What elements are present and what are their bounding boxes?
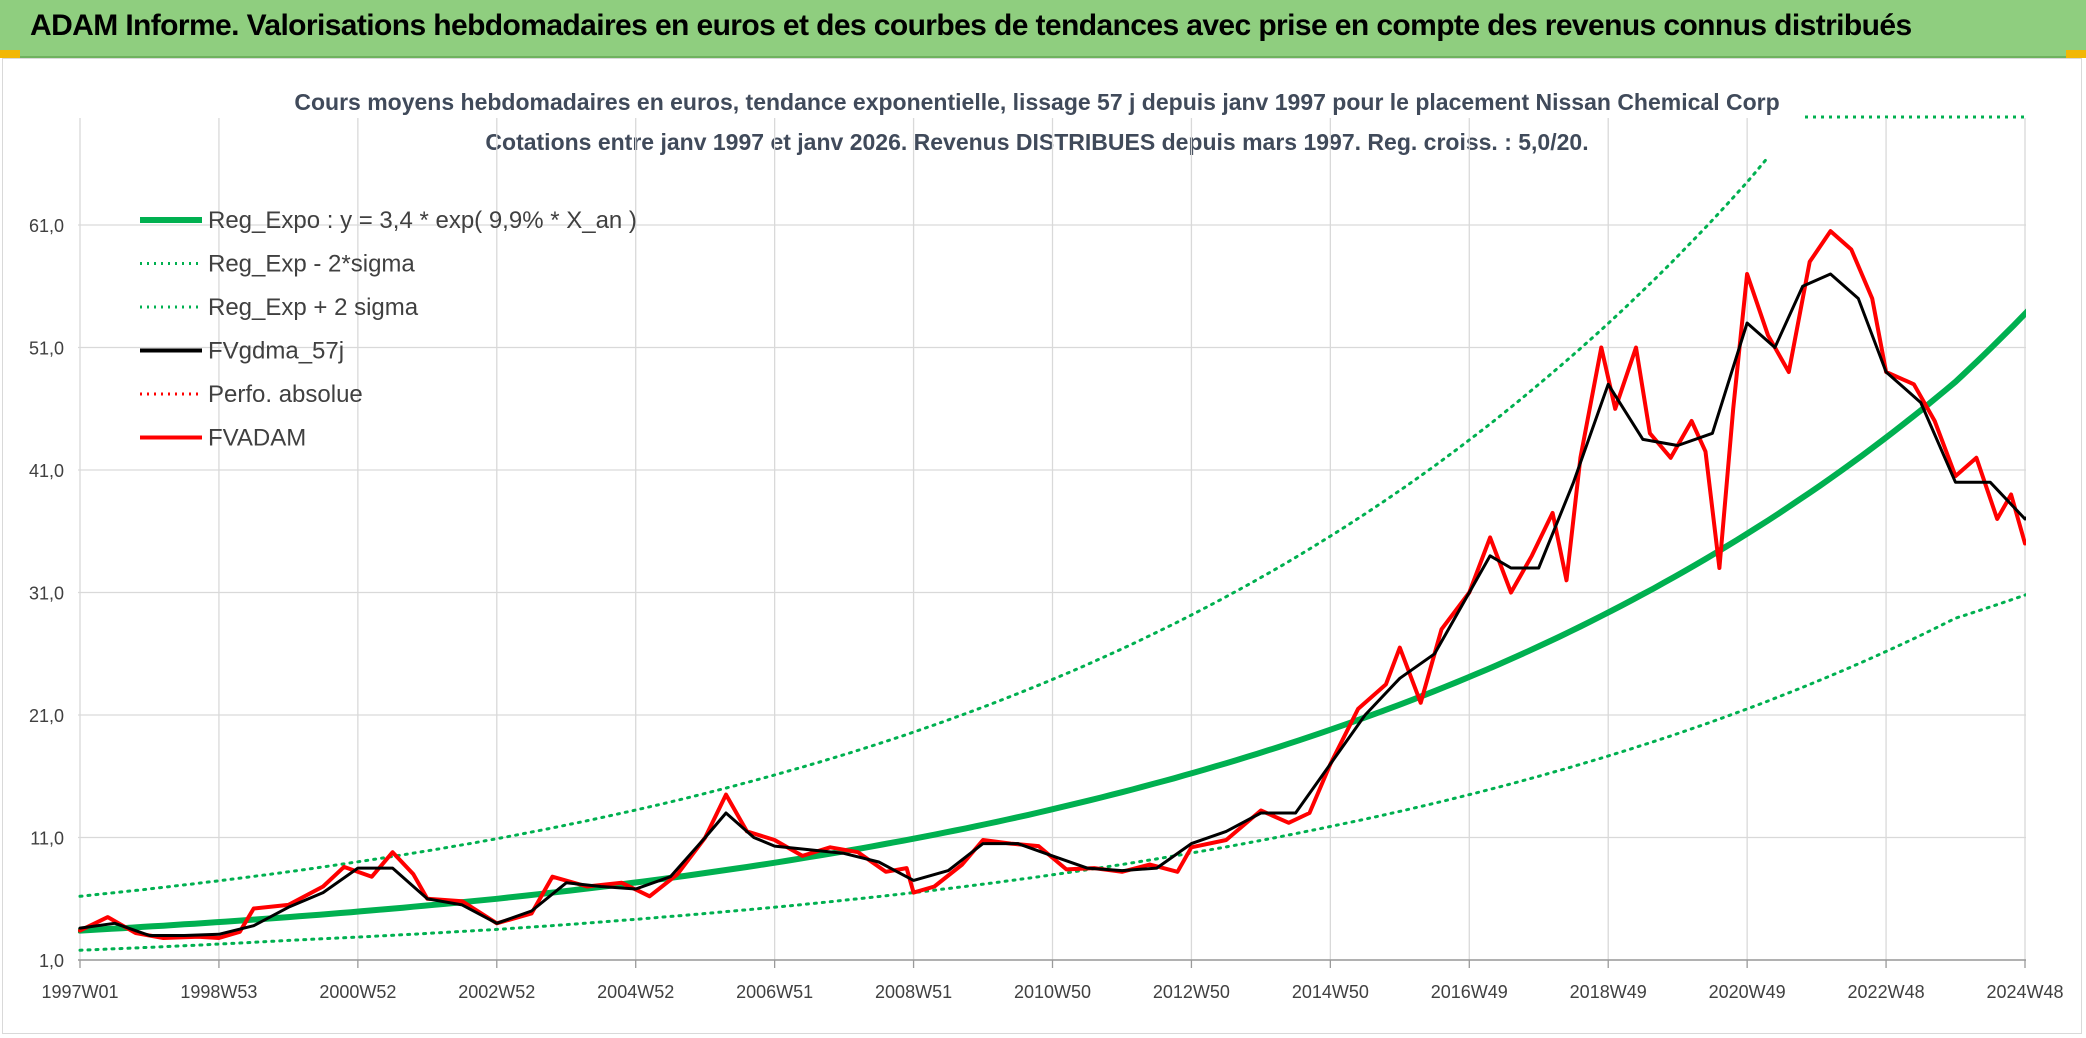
chart-title-line1: Cours moyens hebdomadaires en euros, ten… [294, 89, 1779, 115]
banner-corner-right [2066, 50, 2086, 58]
series-line-5 [78, 229, 2026, 940]
legend-label-5: FVADAM [208, 425, 306, 452]
legend-label-2: Reg_Exp + 2 sigma [208, 294, 419, 321]
x-tick-label: 2008W51 [875, 982, 952, 1002]
x-tick-label: 2012W50 [1153, 982, 1230, 1002]
legend-label-4: Perfo. absolue [208, 381, 363, 408]
legend-label-3: FVgdma_57j [208, 338, 344, 365]
x-tick-label: 2020W49 [1709, 982, 1786, 1002]
series-line-2 [78, 158, 1770, 898]
banner-corner-left [0, 50, 20, 58]
gridlines [78, 118, 2026, 961]
series-lines [78, 158, 2026, 952]
legend-label-1: Reg_Exp - 2*sigma [208, 251, 415, 278]
y-tick-label: 61,0 [29, 216, 64, 236]
x-tick-label: 2018W49 [1570, 982, 1647, 1002]
x-tick-label: 2022W48 [1848, 982, 1925, 1002]
x-tick-label: 2016W49 [1431, 982, 1508, 1002]
x-tick-label: 2010W50 [1014, 982, 1091, 1002]
x-tick-label: 2014W50 [1292, 982, 1369, 1002]
chart-frame [2, 58, 2082, 1034]
chart-title-line2: Cotations entre janv 1997 et janv 2026. … [485, 129, 1588, 155]
x-tick-label: 2006W51 [736, 982, 813, 1002]
legend: Reg_Expo : y = 3,4 * exp( 9,9% * X_an ) R… [140, 207, 637, 452]
report-header-banner: ADAM Informe. Valorisations hebdomadaire… [0, 0, 2086, 58]
y-tick-label: 1,0 [39, 951, 64, 971]
y-tick-label: 21,0 [29, 706, 64, 726]
axes: 1,0 11,0 21,0 31,0 41,0 51,0 61,0 1997W01 1998W5… [29, 216, 2064, 1002]
report-title: ADAM Informe. Valorisations hebdomadaire… [30, 9, 1912, 42]
legend-label-0: Reg_Expo : y = 3,4 * exp( 9,9% * X_an ) [208, 207, 637, 234]
x-tick-label: 2004W52 [597, 982, 674, 1002]
series-line-3 [78, 272, 2026, 937]
x-tick-label: 2000W52 [319, 982, 396, 1002]
y-tick-label: 11,0 [30, 829, 64, 849]
x-tick-label: 2024W48 [1986, 982, 2063, 1002]
series-line-0 [78, 308, 2026, 934]
x-tick-label: 1998W53 [180, 982, 257, 1002]
y-tick-label: 31,0 [29, 584, 64, 604]
x-tick-label: 2002W52 [458, 982, 535, 1002]
y-tick-label: 51,0 [29, 339, 64, 359]
y-tick-label: 41,0 [29, 461, 64, 481]
x-tick-label: 1997W01 [41, 982, 118, 1002]
series-line-1 [78, 593, 2026, 952]
